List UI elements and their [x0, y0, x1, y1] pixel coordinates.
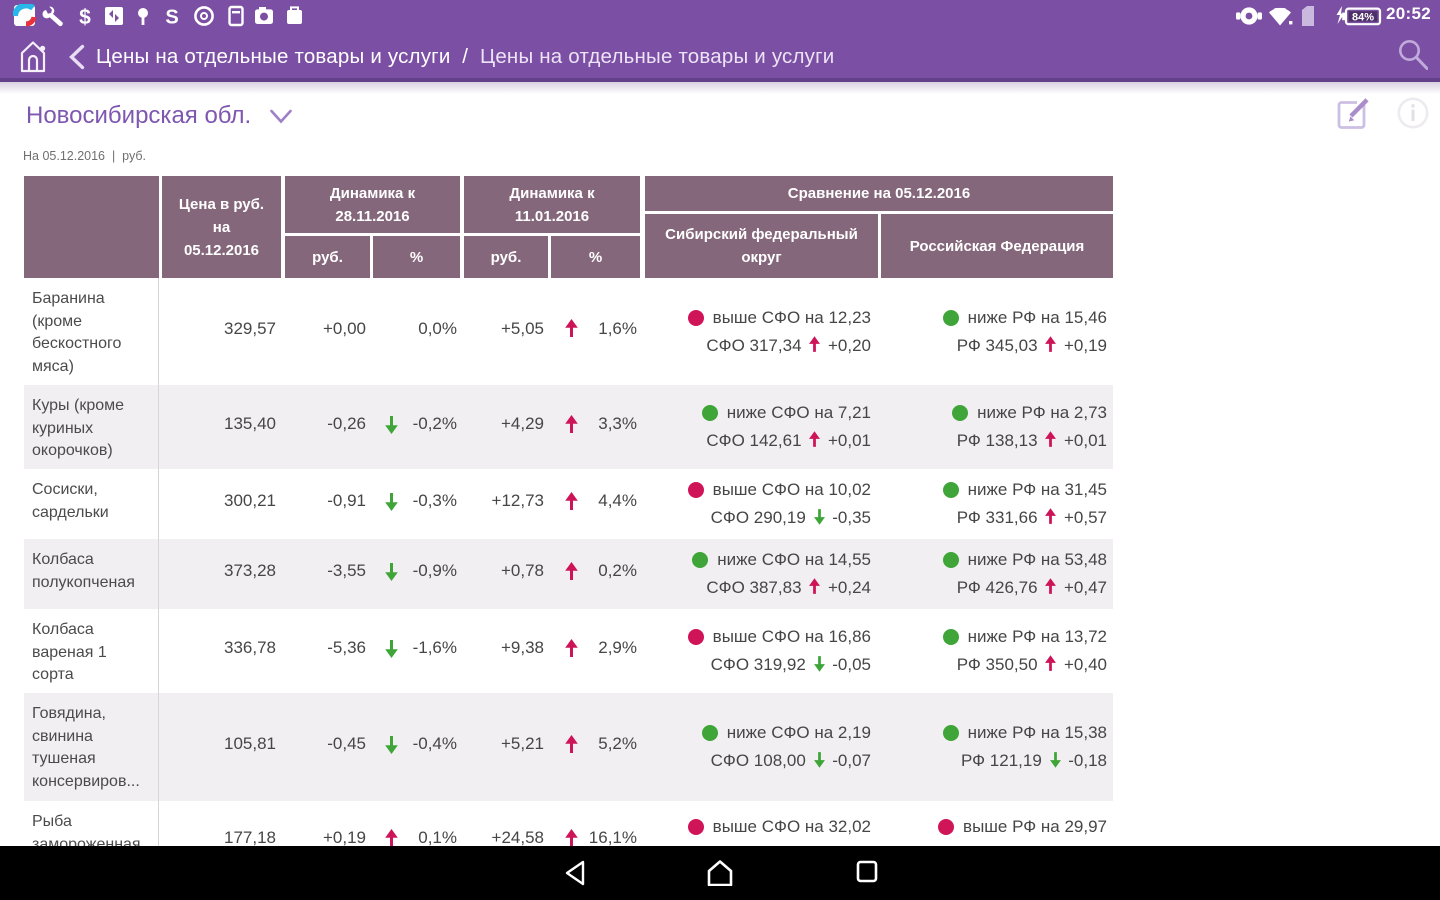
- svg-text:$: $: [79, 6, 91, 28]
- svg-text:S: S: [165, 7, 178, 29]
- svg-text:84%: 84%: [1352, 11, 1374, 23]
